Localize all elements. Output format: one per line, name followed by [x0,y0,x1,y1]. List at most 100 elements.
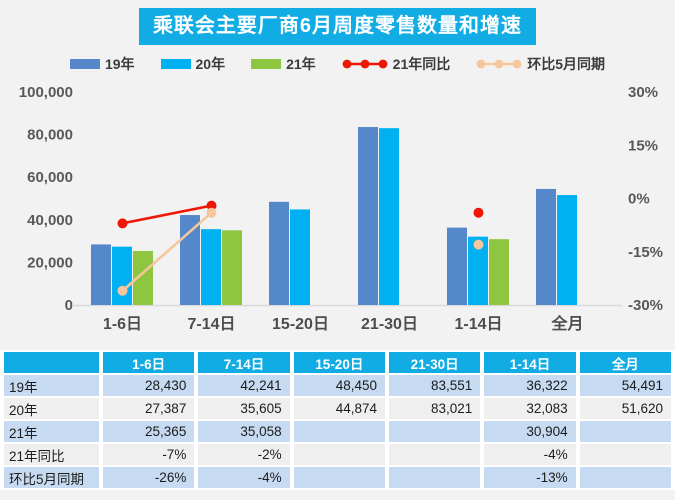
table-cell: 51,620 [579,398,671,419]
row-label: 21年 [4,421,99,442]
legend-item-19年: 19年 [69,54,135,74]
table-cell: 35,605 [198,398,290,419]
table-cell: 35,058 [198,421,290,442]
data-table-section: 1-6日 7-14日 15-20日 21-30日 1-14日 全月 19年 28,430 42,… [0,350,675,490]
table-cell: 25,365 [103,421,195,442]
line-segment-21年同比 [122,204,212,225]
right-axis-tick-label: 0% [628,191,650,208]
table-cell: -4% [198,467,290,488]
table-cell: 32,083 [484,398,576,419]
bar-20年-15-20日 [290,209,310,305]
legend-label: 21年 [286,56,316,72]
bar-19年-15-20日 [269,201,289,305]
table-row-环比5月同期: 环比5月同期 -26% -4% -13% [4,467,671,488]
table-header-cell: 全月 [579,352,671,373]
right-axis-tick-label: -30% [628,297,663,314]
bar-19年-1-6日 [91,244,111,305]
bar-19年-1-14日 [447,227,467,305]
table-cell: 36,322 [484,375,576,396]
table-cell: -26% [103,467,195,488]
left-axis-tick-label: 20,000 [27,254,73,271]
table-cell [388,421,481,442]
x-axis-category-label: 7-14日 [187,315,235,333]
table-header-cell: 1-14日 [484,352,576,373]
bar-20年-7-14日 [201,229,221,305]
right-axis-tick-label: -15% [628,244,663,261]
bar-19年-21-30日 [358,127,378,305]
table-cell: 27,387 [103,398,195,419]
table-cell: 44,874 [293,398,385,419]
chart-title: 乘联会主要厂商6月周度零售数量和增速 [138,8,537,45]
point-21年同比-1-14日 [473,207,484,218]
legend-label: 21年同比 [392,56,451,72]
table-cell [579,467,671,488]
legend-line-icon [342,59,388,69]
left-axis-tick-label: 60,000 [27,169,73,186]
table-cell [293,467,385,488]
bar-21年-7-14日 [222,230,242,305]
table-cell: 83,551 [388,375,481,396]
left-axis-tick-label: 0 [65,297,73,314]
table-header-cell [4,352,99,373]
table-header-cell: 15-20日 [293,352,385,373]
table-cell: -7% [103,444,195,465]
line-segment-环比5月同期 [121,211,213,292]
table-cell: 42,241 [198,375,290,396]
table-header-cell: 1-6日 [103,352,195,373]
bar-19年-7-14日 [180,215,200,305]
x-axis-category-label: 1-14日 [454,315,502,333]
point-21年同比-7-14日 [206,200,217,211]
legend-label: 20年 [195,56,226,72]
legend-item-20年: 20年 [160,54,226,74]
table-cell: -4% [484,444,576,465]
x-axis-category-label: 全月 [550,314,583,333]
point-环比5月同期-7-14日 [206,207,217,218]
left-axis-tick-label: 40,000 [27,212,73,229]
legend-label: 19年 [104,56,135,72]
table-cell: 48,450 [293,375,385,396]
x-axis-category-label: 21-30日 [361,315,418,333]
table-row-20年: 20年 27,387 35,605 44,874 83,021 32,083 51,620 [4,398,671,419]
row-label: 20年 [4,398,99,419]
bar-20年-1-6日 [112,246,132,305]
title-bar: 乘联会主要厂商6月周度零售数量和增速 [0,0,675,45]
chart-plot: 0 20,000 40,000 60,000 80,000 100,000 -30% -15%… [19,84,663,333]
left-axis-tick-label: 80,000 [27,127,73,144]
x-axis-category-label: 1-6日 [103,315,142,333]
bar-21年-1-6日 [133,250,153,305]
point-21年同比-1-6日 [117,218,128,229]
legend-item-21年: 21年 [251,54,316,74]
table-cell: 54,491 [579,375,671,396]
chart-legend: 19年 20年 21年 21年同比 环比5月同期 [0,49,675,79]
legend-item-21年同比: 21年同比 [342,54,451,74]
legend-swatch-icon [69,59,100,69]
table-cell [293,421,385,442]
legend-swatch-icon [251,59,282,69]
bar-21年-1-14日 [489,239,509,305]
table-cell: 83,021 [388,398,481,419]
table-header-cell: 21-30日 [388,352,481,373]
left-axis-tick-label: 100,000 [19,84,73,101]
x-axis-category-label: 15-20日 [272,315,329,333]
point-环比5月同期-1-14日 [473,239,484,250]
row-label: 21年同比 [4,444,99,465]
table-header-cell: 7-14日 [198,352,290,373]
legend-line-icon [476,59,522,69]
table-cell [579,421,671,442]
table-row-19年: 19年 28,430 42,241 48,450 83,551 36,322 54,491 [4,375,671,396]
table-cell [293,444,385,465]
table-cell [388,444,481,465]
bar-20年-全月 [557,195,577,305]
table-cell [579,444,671,465]
legend-item-环比5月同期: 环比5月同期 [476,54,605,74]
table-cell: -2% [198,444,290,465]
row-label: 19年 [4,375,99,396]
table-row-21年同比: 21年同比 -7% -2% -4% [4,444,671,465]
legend-swatch-icon [160,59,191,69]
right-axis-tick-label: 30% [628,84,658,101]
bar-20年-21-30日 [379,128,399,305]
table-cell: 30,904 [484,421,576,442]
table-header-row: 1-6日 7-14日 15-20日 21-30日 1-14日 全月 [4,352,671,373]
table-cell: 28,430 [103,375,195,396]
